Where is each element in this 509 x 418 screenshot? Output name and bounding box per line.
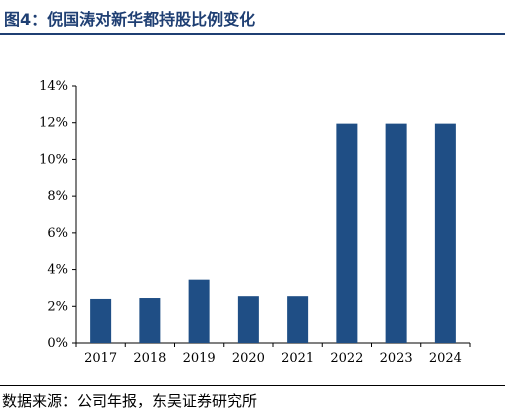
source-rule	[0, 385, 505, 386]
bar-2021	[287, 296, 309, 343]
y-tick-label: 0%	[47, 336, 68, 351]
x-tick-label: 2020	[232, 351, 265, 366]
bar-2020	[237, 296, 259, 343]
bar-2019	[188, 279, 210, 343]
bar-chart: 0% 2% 4% 6% 8% 10% 12% 14% 2017 2018 2019 2020 2021 2…	[39, 79, 471, 366]
y-tick-label: 14%	[39, 79, 68, 94]
bar-2022	[336, 123, 358, 343]
y-tick-label: 10%	[39, 152, 68, 167]
x-tick-label: 2018	[133, 351, 166, 366]
y-tick-label: 6%	[47, 226, 68, 241]
x-tick-label: 2024	[429, 351, 462, 366]
x-tick-label: 2019	[183, 351, 216, 366]
x-tick-label: 2017	[84, 351, 117, 366]
bar-2017	[90, 298, 112, 343]
source-note: 数据来源：公司年报，东吴证券研究所	[2, 392, 258, 410]
x-tick-label: 2022	[330, 351, 363, 366]
x-tick-label: 2023	[380, 351, 413, 366]
y-tick-label: 8%	[47, 189, 68, 204]
y-tick-label: 2%	[47, 299, 68, 314]
figure-title: 图4：倪国涛对新华都持股比例变化	[4, 10, 256, 29]
y-tick-label: 4%	[47, 263, 68, 278]
y-tick-label: 12%	[39, 116, 68, 131]
bar-2024	[434, 123, 456, 343]
title-bar: 图4：倪国涛对新华都持股比例变化	[0, 0, 509, 34]
title-rule	[0, 33, 505, 35]
bar-2018	[139, 298, 161, 343]
bar-2023	[385, 123, 407, 343]
x-tick-label: 2021	[281, 351, 314, 366]
